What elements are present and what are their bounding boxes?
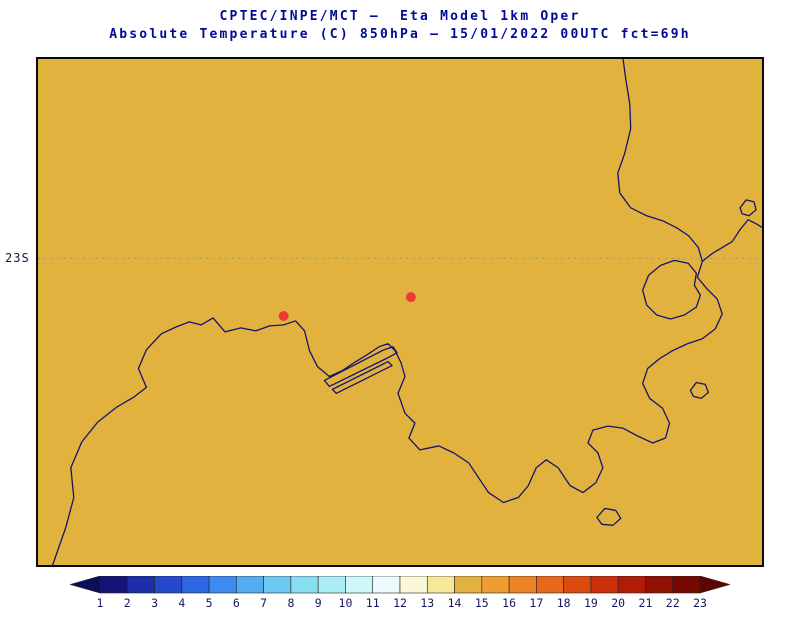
plot-title-line-2: Absolute Temperature (C) 850hPa — 15/01/… [109, 27, 691, 42]
colorbar-segment [154, 575, 183, 594]
colorbar-label: 4 [178, 596, 185, 610]
colorbar-label: 6 [233, 596, 240, 610]
colorbar-label: 7 [260, 596, 267, 610]
colorbar-label: 21 [639, 596, 653, 610]
colorbar-label: 16 [502, 596, 516, 610]
colorbar-segment [590, 575, 619, 594]
colorbar-segment [208, 575, 237, 594]
small-island-east [689, 381, 709, 399]
colorbar-label: 22 [666, 596, 680, 610]
colorbar-label: 10 [339, 596, 353, 610]
colorbar-label: 5 [206, 596, 213, 610]
colorbar-segment [345, 575, 374, 594]
colorbar-segment [372, 575, 401, 594]
map-canvas [36, 57, 764, 567]
colorbar-segment [645, 575, 674, 594]
coastline-path [51, 59, 723, 565]
colorbar-label: 9 [315, 596, 322, 610]
colorbar-segment [99, 575, 128, 594]
colorbar-segment [317, 575, 346, 594]
colorbar-label: 14 [448, 596, 462, 610]
colorbar-segment [563, 575, 592, 594]
small-island-northeast [739, 199, 757, 217]
colorbar-label: 15 [475, 596, 489, 610]
latitude-label-23s: 23S [5, 251, 30, 265]
coastline-northeast-path [701, 219, 762, 263]
map-graphics [38, 59, 762, 565]
colorbar-segment [426, 575, 455, 594]
colorbar-graphics: 1 2 3 4 5 6 7 8 9 10 11 12 13 14 15 16 17 18 19 20 21 22 23 [68, 575, 732, 610]
colorbar-segment [290, 575, 319, 594]
colorbar-segment [536, 575, 564, 594]
colorbar-label: 1 [97, 596, 104, 610]
colorbar-arrow-right [699, 575, 732, 594]
colorbar-label: 23 [693, 596, 707, 610]
colorbar-label: 12 [393, 596, 407, 610]
plot-title-line-1: CPTEC/INPE/MCT — Eta Model 1km Oper [219, 9, 581, 24]
estuary-channel-shape-1 [323, 346, 398, 388]
colorbar-segment [126, 575, 155, 594]
colorbar-label: 11 [366, 596, 380, 610]
island-ilhabela-outline [642, 259, 701, 320]
colorbar-segment [481, 575, 510, 594]
colorbar-segment [617, 575, 646, 594]
colorbar-segment [399, 575, 428, 594]
colorbar-segment [236, 575, 264, 594]
colorbar-segment [454, 575, 483, 594]
estuary-channel-shape-2 [331, 360, 393, 395]
station-marker [278, 311, 289, 321]
colorbar-segment [181, 575, 210, 594]
colorbar-label: 19 [584, 596, 598, 610]
colorbar-label: 8 [287, 596, 294, 610]
colorbar: 1 2 3 4 5 6 7 8 9 10 11 12 13 14 15 16 17 18 19 20 21 22 23 [68, 575, 732, 614]
colorbar-segment [672, 575, 701, 594]
colorbar-segment [263, 575, 292, 594]
colorbar-label: 20 [611, 596, 625, 610]
colorbar-arrow-left [68, 575, 101, 594]
colorbar-label: 2 [124, 596, 131, 610]
small-island-south [596, 507, 622, 526]
station-marker [405, 292, 416, 303]
colorbar-label: 18 [557, 596, 571, 610]
colorbar-segment [508, 575, 537, 594]
colorbar-label: 3 [151, 596, 158, 610]
station-markers-layer [278, 292, 416, 321]
colorbar-label: 17 [529, 596, 543, 610]
colorbar-label: 13 [420, 596, 434, 610]
